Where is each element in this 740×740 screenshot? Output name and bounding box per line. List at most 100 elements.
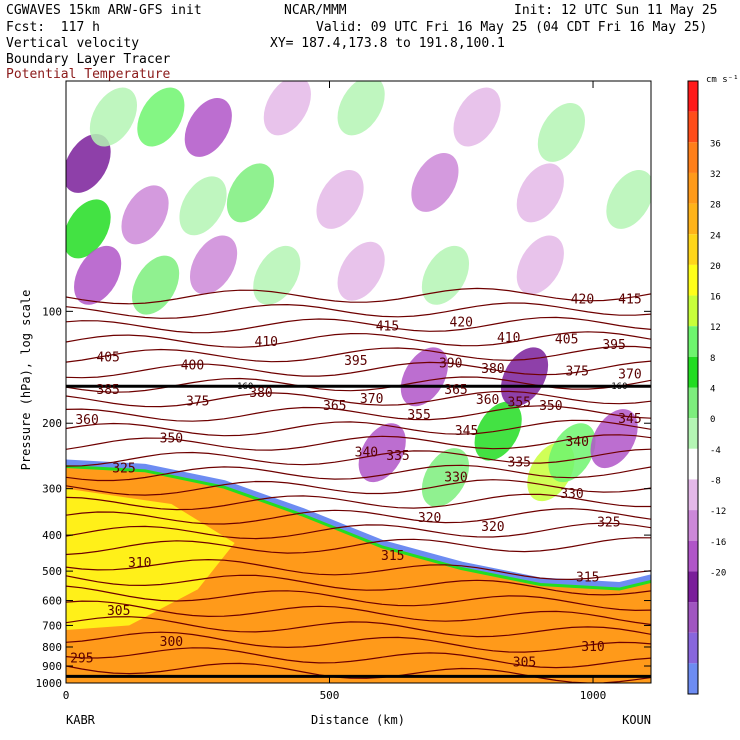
vertical-velocity-cell xyxy=(189,235,238,295)
colorbar-swatch xyxy=(688,540,698,572)
x-tick-label: 1000 xyxy=(580,689,607,702)
y-tick-label: 100 xyxy=(42,305,62,318)
vertical-velocity-cell xyxy=(132,255,180,315)
vertical-velocity-cell xyxy=(226,163,275,223)
theta-contour-label: 330 xyxy=(444,471,467,486)
theta-contour-label: 395 xyxy=(602,338,625,353)
colorbar-swatch xyxy=(688,326,698,357)
colorbar-swatch xyxy=(688,234,698,265)
x-axis-title: Distance (km) xyxy=(311,713,405,727)
colorbar-swatch xyxy=(688,418,698,449)
colorbar: 36 32 28 24 20 16 12 8 4 0 -4 -8 -12 -16 -20 xyxy=(687,80,726,695)
vertical-velocity-cell xyxy=(537,102,585,162)
theta-contour-label: 310 xyxy=(581,640,604,655)
theta-contour-label: 350 xyxy=(160,432,183,447)
header-field-vertical-velocity: Vertical velocity xyxy=(6,36,140,51)
theta-contour-label: 370 xyxy=(360,392,383,407)
theta-contour-label: 320 xyxy=(418,511,441,526)
y-tick-label: 500 xyxy=(42,565,62,578)
theta-contour-label: 315 xyxy=(381,549,404,564)
theta-contour-390 xyxy=(66,376,651,393)
theta-contours xyxy=(66,287,651,683)
theta-contour-label: 305 xyxy=(513,655,536,670)
colorbar-swatch xyxy=(688,111,698,143)
y-tick-label: 200 xyxy=(42,417,62,430)
theta-contour-label: 370 xyxy=(618,368,641,383)
theta-contour-label: 375 xyxy=(565,364,588,379)
theta-contour-label: 380 xyxy=(249,386,272,401)
vertical-velocity-cell xyxy=(66,133,111,193)
colorbar-label: 16 xyxy=(710,293,721,303)
theta-contour-label: 325 xyxy=(597,516,620,531)
theta-contour-label: 395 xyxy=(344,354,367,369)
theta-contour-410 xyxy=(66,316,651,334)
x-endpoint-left: KABR xyxy=(66,713,96,727)
theta-contour-380 xyxy=(66,405,651,422)
colorbar-swatch xyxy=(688,203,698,235)
theta-contour-305 xyxy=(66,631,651,653)
theta-contour-295 xyxy=(66,662,651,683)
y-tick-label: 600 xyxy=(42,595,62,608)
theta-contour-label: 325 xyxy=(112,462,135,477)
theta-contour-315 xyxy=(66,600,651,626)
theta-contour-label: 415 xyxy=(376,320,399,335)
header-field-bl-tracer: Boundary Layer Tracer xyxy=(6,52,171,67)
vertical-velocity-cell xyxy=(253,245,301,305)
theta-contour-360 xyxy=(66,464,651,482)
bl-tracer-orange xyxy=(66,462,651,683)
x-endpoint-right: KOUN xyxy=(622,713,651,727)
y-axis: 100 200 300 400 500 600 700 800 900 1000 xyxy=(36,305,651,690)
theta-contour-400 xyxy=(66,345,651,363)
theta-contour-label: 420 xyxy=(571,293,594,308)
theta-contour-label: 315 xyxy=(576,570,599,585)
theta-contour-label: 385 xyxy=(96,383,119,398)
theta-contour-320 xyxy=(66,585,651,612)
y-tick-label: 400 xyxy=(42,529,62,542)
theta-contour-355 xyxy=(66,479,651,496)
vertical-velocity-cell xyxy=(66,199,111,259)
theta-contour-label: 390 xyxy=(439,356,462,371)
vertical-velocity-cell xyxy=(606,170,651,229)
theta-contour-labels: 295 300 305 305 310 310 315 315 320 320 325 325 330 3… xyxy=(70,293,642,671)
theta-contour-label: 420 xyxy=(450,315,473,330)
theta-contour-415 xyxy=(66,302,651,319)
theta-contour-label: 380 xyxy=(481,362,504,377)
vertical-velocity-cell xyxy=(421,448,470,507)
plot-frame xyxy=(65,80,652,684)
theta-contour-label: 405 xyxy=(555,332,578,347)
header-init: Init: 12 UTC Sun 11 May 25 xyxy=(514,3,718,18)
header-field-potential-temperature: Potential Temperature xyxy=(6,67,171,82)
theta-contour-385 xyxy=(66,390,651,408)
theta-contour-label: 360 xyxy=(476,393,499,408)
colorbar-frame xyxy=(687,80,699,695)
theta-contour-350 xyxy=(66,493,651,511)
theta-contour-label: 365 xyxy=(444,383,467,398)
theta-contour-label: 355 xyxy=(508,396,531,411)
colorbar-swatch xyxy=(688,448,698,480)
theta-contour-330 xyxy=(66,558,651,581)
theta-contour-label: 340 xyxy=(355,446,378,461)
y-tick-label: 800 xyxy=(42,641,62,654)
x-tick-label: 500 xyxy=(320,689,340,702)
theta-contour-label: 305 xyxy=(107,604,130,619)
x-axis: 0 500 1000 xyxy=(63,81,607,702)
x-tick-label: 0 xyxy=(63,689,70,702)
colorbar-label: 32 xyxy=(710,170,721,180)
header-org: NCAR/MMM xyxy=(284,3,347,18)
theta-contour-label: 335 xyxy=(508,455,531,470)
colorbar-label: 12 xyxy=(710,323,721,333)
header-fcst: Fcst: 117 h xyxy=(6,20,100,35)
theta-contour-335 xyxy=(66,537,651,556)
theta-contour-label: 365 xyxy=(323,399,346,414)
vertical-velocity-cell xyxy=(74,245,122,305)
theta-contour-label: 375 xyxy=(186,395,209,410)
theta-contour-label: 295 xyxy=(70,652,93,667)
theta-contour-label: 335 xyxy=(386,449,409,464)
theta-contour-label: 415 xyxy=(618,293,641,308)
colorbar-swatch xyxy=(688,632,698,664)
header-xy: XY= 187.4,173.8 to 191.8,100.1 xyxy=(270,36,505,51)
colorbar-label: 36 xyxy=(710,139,721,149)
theta-contour-label: 350 xyxy=(539,399,562,414)
header-model: CGWAVES 15km ARW-GFS init xyxy=(6,3,202,18)
